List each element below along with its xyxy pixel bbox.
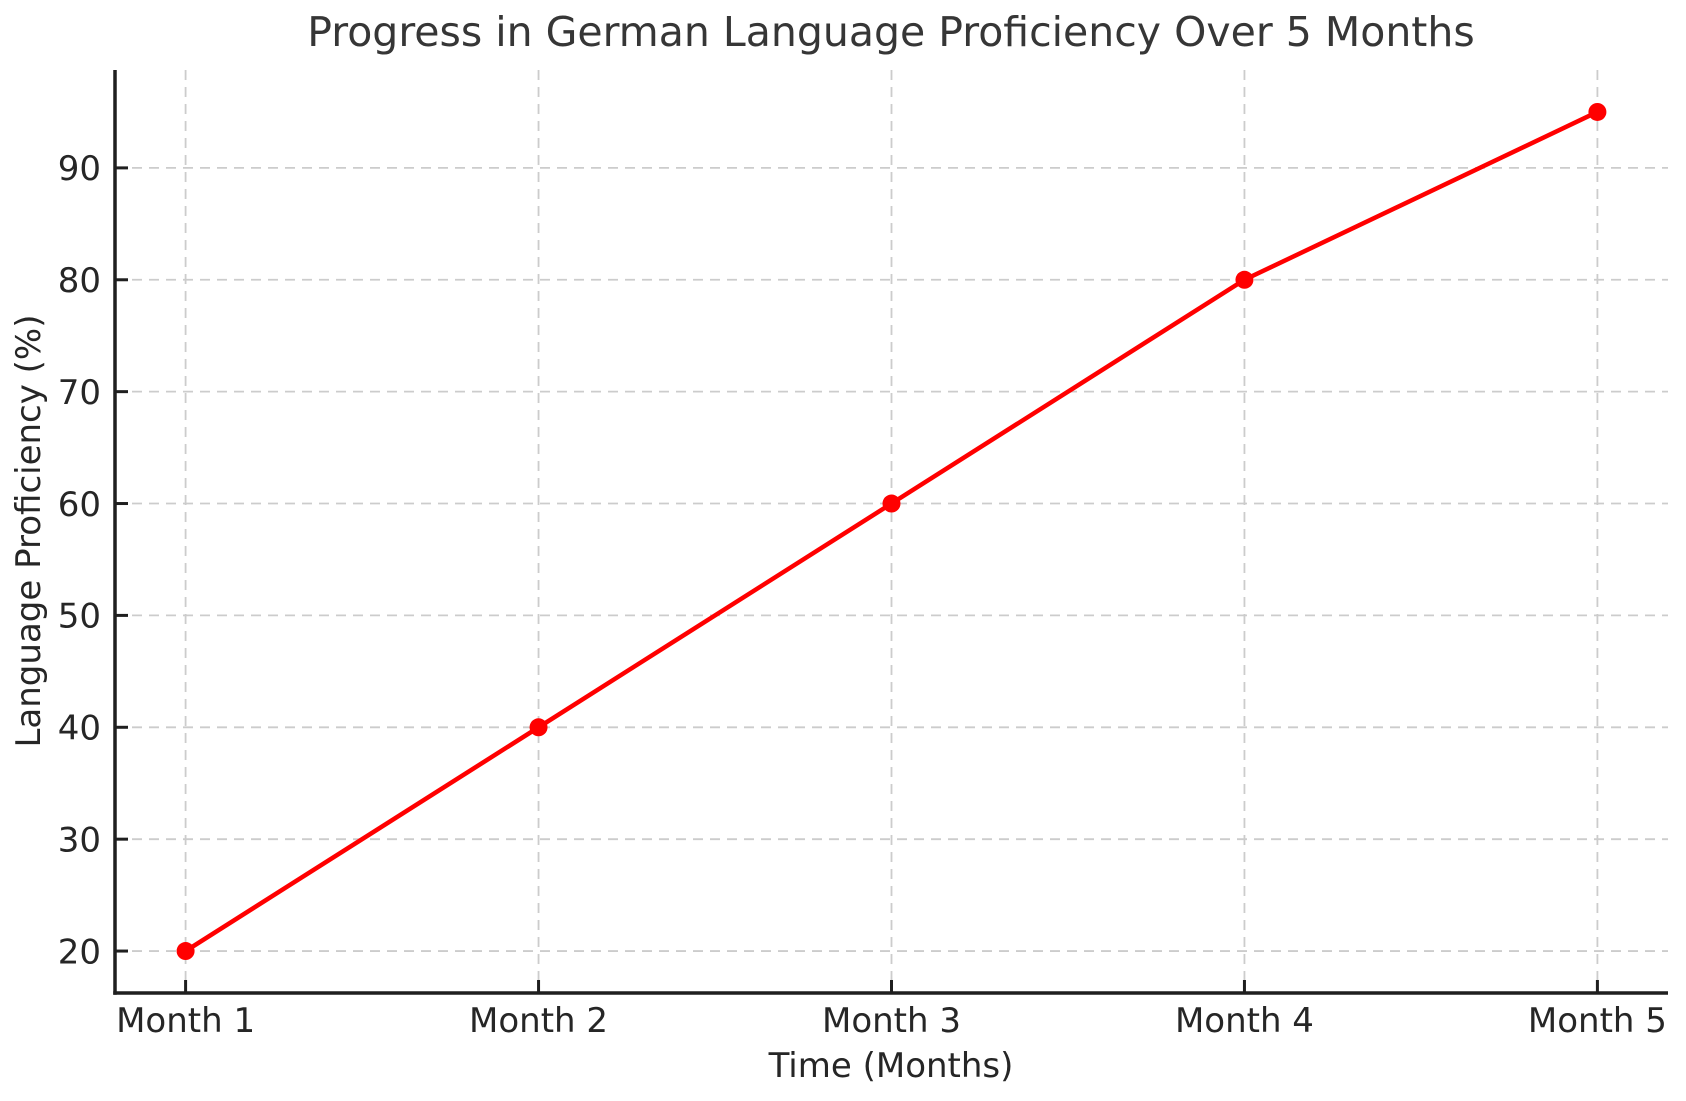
- y-tick-label: 60: [58, 485, 101, 525]
- y-tick-label: 40: [58, 709, 101, 749]
- tick-marks: [115, 166, 1599, 993]
- tick-labels: Month 1 Month 2 Month 3 Month 4 Month 5 20 30 4…: [58, 149, 1667, 1041]
- x-tick-label: Month 1: [116, 1001, 255, 1041]
- y-tick-label: 70: [58, 373, 101, 413]
- chart-title: Progress in German Language Proficiency …: [307, 8, 1474, 56]
- y-tick-label: 90: [58, 149, 101, 189]
- y-tick-label: 50: [58, 597, 101, 637]
- y-tick-label: 20: [58, 932, 101, 972]
- x-tick-label: Month 3: [822, 1001, 961, 1041]
- y-axis-label: Language Proficiency (%): [9, 314, 49, 747]
- data-series: [176, 102, 1607, 961]
- data-point: [529, 718, 548, 737]
- x-axis-label: Time (Months): [768, 1046, 1014, 1086]
- grid-layer: [115, 70, 1668, 993]
- x-tick-label: Month 5: [1528, 1001, 1667, 1041]
- data-point: [1235, 270, 1254, 289]
- y-tick-label: 30: [58, 820, 101, 860]
- data-point: [882, 494, 901, 513]
- y-tick-label: 80: [58, 261, 101, 301]
- data-point: [1588, 102, 1607, 121]
- x-tick-label: Month 4: [1175, 1001, 1314, 1041]
- data-point: [176, 942, 195, 961]
- x-tick-label: Month 2: [469, 1001, 608, 1041]
